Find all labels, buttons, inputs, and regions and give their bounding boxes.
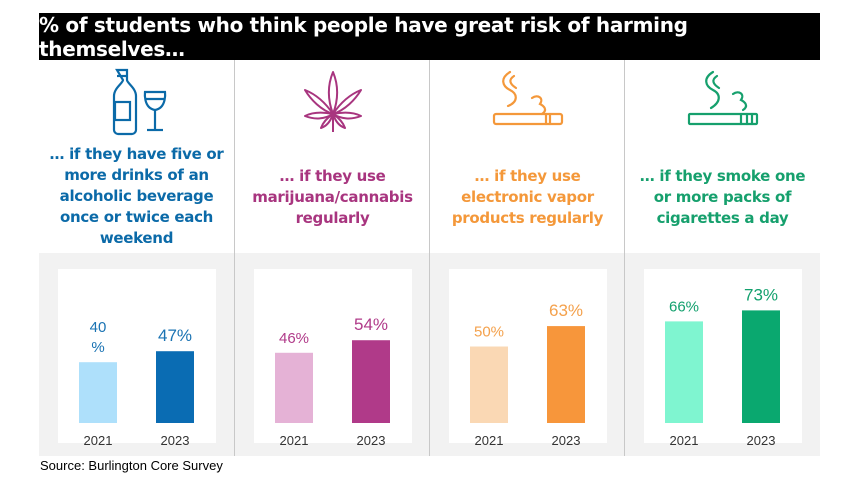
divider xyxy=(624,60,625,456)
bar-value-label: 47% xyxy=(158,326,192,345)
year-tick-label: 2021 xyxy=(84,433,113,448)
bar-value-label: 50% xyxy=(474,324,504,341)
bar-value-label: 63% xyxy=(549,301,583,320)
vape-pen-icon xyxy=(492,70,563,126)
year-tick-label: 2021 xyxy=(280,433,309,448)
bar-2021 xyxy=(79,362,117,423)
bar-2021 xyxy=(470,346,508,423)
panel-description: … if they use electronic vapor products … xyxy=(451,167,604,227)
divider xyxy=(234,60,235,456)
year-tick-label: 2023 xyxy=(357,433,386,448)
bar-value-label: 73% xyxy=(744,285,778,304)
bar-2023 xyxy=(156,351,194,423)
source-note: Source: Burlington Core Survey xyxy=(40,458,223,473)
bar-value-label: % xyxy=(91,339,104,356)
bar-2023 xyxy=(742,310,780,423)
panel-description: … if they have five or more drinks of an… xyxy=(49,145,224,247)
year-tick-label: 2023 xyxy=(747,433,776,448)
bar-value-label: 46% xyxy=(279,330,309,347)
bar-value-label: 40 xyxy=(90,319,107,336)
year-tick-label: 2021 xyxy=(670,433,699,448)
panel-description: … if they use marijuana/cannabis regular… xyxy=(252,167,413,227)
bar-value-label: 54% xyxy=(354,315,388,334)
year-tick-label: 2023 xyxy=(552,433,581,448)
bar-2021 xyxy=(665,321,703,423)
year-tick-label: 2023 xyxy=(161,433,190,448)
divider xyxy=(429,60,430,456)
bar-value-label: 66% xyxy=(669,298,699,315)
year-tick-label: 2021 xyxy=(475,433,504,448)
alcohol-bottle-glass-icon xyxy=(112,68,166,136)
cigarette-icon xyxy=(687,70,758,126)
bar-2021 xyxy=(275,352,313,423)
bar-2023 xyxy=(352,340,390,423)
cannabis-leaf-icon xyxy=(303,71,362,132)
bar-2023 xyxy=(547,326,585,423)
chart-title: % of students who think people have grea… xyxy=(39,13,820,61)
panel-description: … if they smoke one or more packs of cig… xyxy=(639,167,806,227)
